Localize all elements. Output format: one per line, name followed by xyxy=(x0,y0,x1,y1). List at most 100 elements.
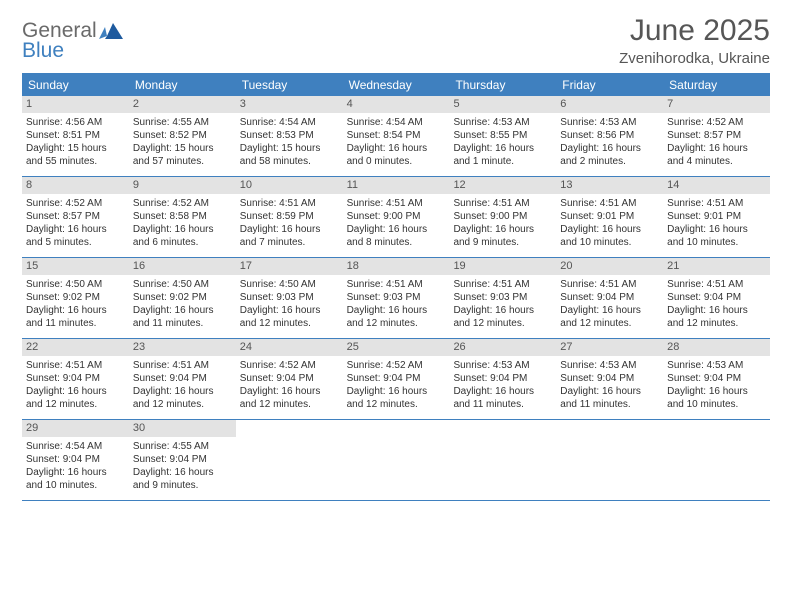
week-row: 8Sunrise: 4:52 AMSunset: 8:57 PMDaylight… xyxy=(22,177,770,258)
day-cell: 1Sunrise: 4:56 AMSunset: 8:51 PMDaylight… xyxy=(22,96,129,176)
daylight-text: Daylight: 16 hours and 10 minutes. xyxy=(667,385,766,411)
daylight-text: Daylight: 16 hours and 4 minutes. xyxy=(667,142,766,168)
sunrise-text: Sunrise: 4:53 AM xyxy=(560,359,659,372)
sunset-text: Sunset: 9:04 PM xyxy=(240,372,339,385)
day-cell: 9Sunrise: 4:52 AMSunset: 8:58 PMDaylight… xyxy=(129,177,236,257)
daylight-text: Daylight: 16 hours and 12 minutes. xyxy=(347,304,446,330)
sunrise-text: Sunrise: 4:54 AM xyxy=(26,440,125,453)
dow-thursday: Thursday xyxy=(449,74,556,96)
daylight-text: Daylight: 16 hours and 9 minutes. xyxy=(453,223,552,249)
logo-text: General Blue xyxy=(22,20,97,62)
sunset-text: Sunset: 8:58 PM xyxy=(133,210,232,223)
sunset-text: Sunset: 8:59 PM xyxy=(240,210,339,223)
day-number: 1 xyxy=(22,96,129,113)
dow-header-row: Sunday Monday Tuesday Wednesday Thursday… xyxy=(22,74,770,96)
sunrise-text: Sunrise: 4:50 AM xyxy=(26,278,125,291)
day-number: 10 xyxy=(236,177,343,194)
sunset-text: Sunset: 9:04 PM xyxy=(133,453,232,466)
sunset-text: Sunset: 9:04 PM xyxy=(453,372,552,385)
dow-sunday: Sunday xyxy=(22,74,129,96)
daylight-text: Daylight: 16 hours and 12 minutes. xyxy=(133,385,232,411)
daylight-text: Daylight: 16 hours and 11 minutes. xyxy=(453,385,552,411)
day-number: 20 xyxy=(556,258,663,275)
sunrise-text: Sunrise: 4:54 AM xyxy=(240,116,339,129)
daylight-text: Daylight: 16 hours and 12 minutes. xyxy=(26,385,125,411)
day-number: 24 xyxy=(236,339,343,356)
dow-friday: Friday xyxy=(556,74,663,96)
daylight-text: Daylight: 16 hours and 11 minutes. xyxy=(560,385,659,411)
sunrise-text: Sunrise: 4:54 AM xyxy=(347,116,446,129)
daylight-text: Daylight: 15 hours and 55 minutes. xyxy=(26,142,125,168)
month-title: June 2025 xyxy=(619,14,770,48)
daylight-text: Daylight: 16 hours and 12 minutes. xyxy=(240,385,339,411)
day-cell: 29Sunrise: 4:54 AMSunset: 9:04 PMDayligh… xyxy=(22,420,129,500)
day-number: 30 xyxy=(129,420,236,437)
day-number: 14 xyxy=(663,177,770,194)
sunrise-text: Sunrise: 4:51 AM xyxy=(560,197,659,210)
sunrise-text: Sunrise: 4:51 AM xyxy=(667,197,766,210)
day-number: 26 xyxy=(449,339,556,356)
sunset-text: Sunset: 9:03 PM xyxy=(240,291,339,304)
sunset-text: Sunset: 9:04 PM xyxy=(347,372,446,385)
day-cell: 15Sunrise: 4:50 AMSunset: 9:02 PMDayligh… xyxy=(22,258,129,338)
sunrise-text: Sunrise: 4:51 AM xyxy=(133,359,232,372)
day-number: 6 xyxy=(556,96,663,113)
day-cell xyxy=(449,420,556,500)
week-row: 22Sunrise: 4:51 AMSunset: 9:04 PMDayligh… xyxy=(22,339,770,420)
day-cell: 23Sunrise: 4:51 AMSunset: 9:04 PMDayligh… xyxy=(129,339,236,419)
sunrise-text: Sunrise: 4:52 AM xyxy=(667,116,766,129)
day-cell xyxy=(556,420,663,500)
logo: General Blue xyxy=(22,14,123,62)
sunset-text: Sunset: 9:02 PM xyxy=(133,291,232,304)
daylight-text: Daylight: 16 hours and 11 minutes. xyxy=(26,304,125,330)
day-cell: 25Sunrise: 4:52 AMSunset: 9:04 PMDayligh… xyxy=(343,339,450,419)
day-cell: 26 Sunrise: 4:53 AMSunset: 9:04 PMDayligh… xyxy=(449,339,556,419)
sunrise-text: Sunrise: 4:50 AM xyxy=(240,278,339,291)
sunrise-text: Sunrise: 4:55 AM xyxy=(133,440,232,453)
sunset-text: Sunset: 9:01 PM xyxy=(667,210,766,223)
sunrise-text: Sunrise: 4:51 AM xyxy=(347,278,446,291)
dow-wednesday: Wednesday xyxy=(343,74,450,96)
sunset-text: Sunset: 9:04 PM xyxy=(26,372,125,385)
day-cell: 12Sunrise: 4:51 AMSunset: 9:00 PMDayligh… xyxy=(449,177,556,257)
day-cell: 22Sunrise: 4:51 AMSunset: 9:04 PMDayligh… xyxy=(22,339,129,419)
sunrise-text: Sunrise: 4:51 AM xyxy=(347,197,446,210)
day-number: 3 xyxy=(236,96,343,113)
daylight-text: Daylight: 16 hours and 9 minutes. xyxy=(133,466,232,492)
day-cell: 17Sunrise: 4:50 AMSunset: 9:03 PMDayligh… xyxy=(236,258,343,338)
sunrise-text: Sunrise: 4:53 AM xyxy=(453,359,552,372)
daylight-text: Daylight: 16 hours and 8 minutes. xyxy=(347,223,446,249)
day-number: 5 xyxy=(449,96,556,113)
day-cell xyxy=(663,420,770,500)
sunset-text: Sunset: 9:02 PM xyxy=(26,291,125,304)
day-number: 19 xyxy=(449,258,556,275)
sunset-text: Sunset: 9:00 PM xyxy=(347,210,446,223)
daylight-text: Daylight: 16 hours and 11 minutes. xyxy=(133,304,232,330)
day-cell: 19Sunrise: 4:51 AMSunset: 9:03 PMDayligh… xyxy=(449,258,556,338)
week-row: 1Sunrise: 4:56 AMSunset: 8:51 PMDaylight… xyxy=(22,96,770,177)
sunset-text: Sunset: 9:00 PM xyxy=(453,210,552,223)
day-number: 27 xyxy=(556,339,663,356)
sunset-text: Sunset: 8:53 PM xyxy=(240,129,339,142)
day-number: 11 xyxy=(343,177,450,194)
daylight-text: Daylight: 16 hours and 7 minutes. xyxy=(240,223,339,249)
sunset-text: Sunset: 8:56 PM xyxy=(560,129,659,142)
sunrise-text: Sunrise: 4:52 AM xyxy=(240,359,339,372)
logo-mark-icon xyxy=(99,23,123,41)
sunset-text: Sunset: 8:55 PM xyxy=(453,129,552,142)
day-cell: 21Sunrise: 4:51 AMSunset: 9:04 PMDayligh… xyxy=(663,258,770,338)
dow-monday: Monday xyxy=(129,74,236,96)
day-cell: 6Sunrise: 4:53 AMSunset: 8:56 PMDaylight… xyxy=(556,96,663,176)
sunset-text: Sunset: 9:04 PM xyxy=(133,372,232,385)
day-cell: 3Sunrise: 4:54 AMSunset: 8:53 PMDaylight… xyxy=(236,96,343,176)
daylight-text: Daylight: 16 hours and 10 minutes. xyxy=(560,223,659,249)
day-number: 12 xyxy=(449,177,556,194)
daylight-text: Daylight: 16 hours and 12 minutes. xyxy=(240,304,339,330)
day-cell: 2Sunrise: 4:55 AMSunset: 8:52 PMDaylight… xyxy=(129,96,236,176)
sunrise-text: Sunrise: 4:56 AM xyxy=(26,116,125,129)
sunset-text: Sunset: 9:01 PM xyxy=(560,210,659,223)
sunset-text: Sunset: 8:54 PM xyxy=(347,129,446,142)
sunrise-text: Sunrise: 4:51 AM xyxy=(667,278,766,291)
sunset-text: Sunset: 8:52 PM xyxy=(133,129,232,142)
day-number: 4 xyxy=(343,96,450,113)
